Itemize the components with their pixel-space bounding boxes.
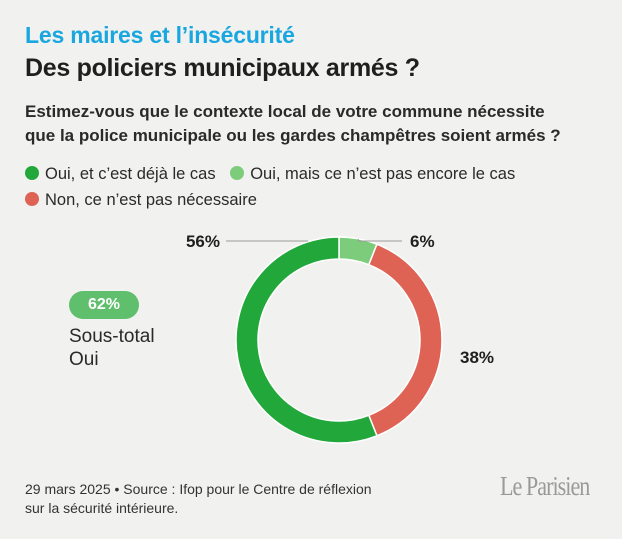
- legend-dot: [230, 166, 245, 180]
- subtotal-label: Sous-total Oui: [69, 325, 219, 371]
- slice-data-label: 6%: [410, 232, 435, 251]
- chart-title: Des policiers municipaux armés ?: [25, 54, 420, 82]
- legend-label: Oui, mais ce n’est pas encore le cas: [250, 165, 516, 183]
- subtotal-label-line: Oui: [69, 349, 99, 370]
- leader-line: [357, 238, 402, 242]
- legend-dot: [25, 166, 39, 180]
- slice-data-label: 38%: [460, 348, 494, 367]
- legend-item-non: Non, ce n’est pas nécessaire: [25, 187, 257, 213]
- legend-dot: [25, 192, 39, 206]
- donut-slice: [367, 243, 443, 437]
- legend-item-oui-deja: Oui, et c’est déjà le cas: [25, 161, 216, 187]
- legend-item-oui-pas-encore: Oui, mais ce n’est pas encore le cas: [230, 161, 515, 187]
- source-line: sur la sécurité intérieure.: [25, 500, 179, 516]
- le-parisien-logo: Le Parisien: [500, 471, 590, 501]
- legend-label: Oui, et c’est déjà le cas: [45, 165, 216, 183]
- legend-label: Non, ce n’est pas nécessaire: [45, 191, 257, 209]
- subtotal-label-line: Sous-total: [69, 326, 155, 347]
- legend: Oui, et c’est déjà le cas Oui, mais ce n…: [25, 161, 615, 213]
- chart-kicker: Les maires et l’insécurité: [25, 22, 295, 48]
- source-note: 29 mars 2025 • Source : Ifop pour le Cen…: [25, 480, 445, 518]
- donut-slice: [235, 236, 378, 444]
- slice-data-label: 56%: [186, 232, 220, 251]
- question-line: Estimez-vous que le contexte local de vo…: [25, 102, 545, 121]
- legend-row: Oui, et c’est déjà le cas Oui, mais ce n…: [25, 161, 615, 187]
- question-line: que la police municipale ou les gardes c…: [25, 126, 561, 145]
- legend-row: Non, ce n’est pas nécessaire: [25, 187, 615, 213]
- source-line: 29 mars 2025 • Source : Ifop pour le Cen…: [25, 481, 372, 497]
- subtotal-badge: 62%: [69, 291, 139, 319]
- survey-question: Estimez-vous que le contexte local de vo…: [25, 100, 605, 148]
